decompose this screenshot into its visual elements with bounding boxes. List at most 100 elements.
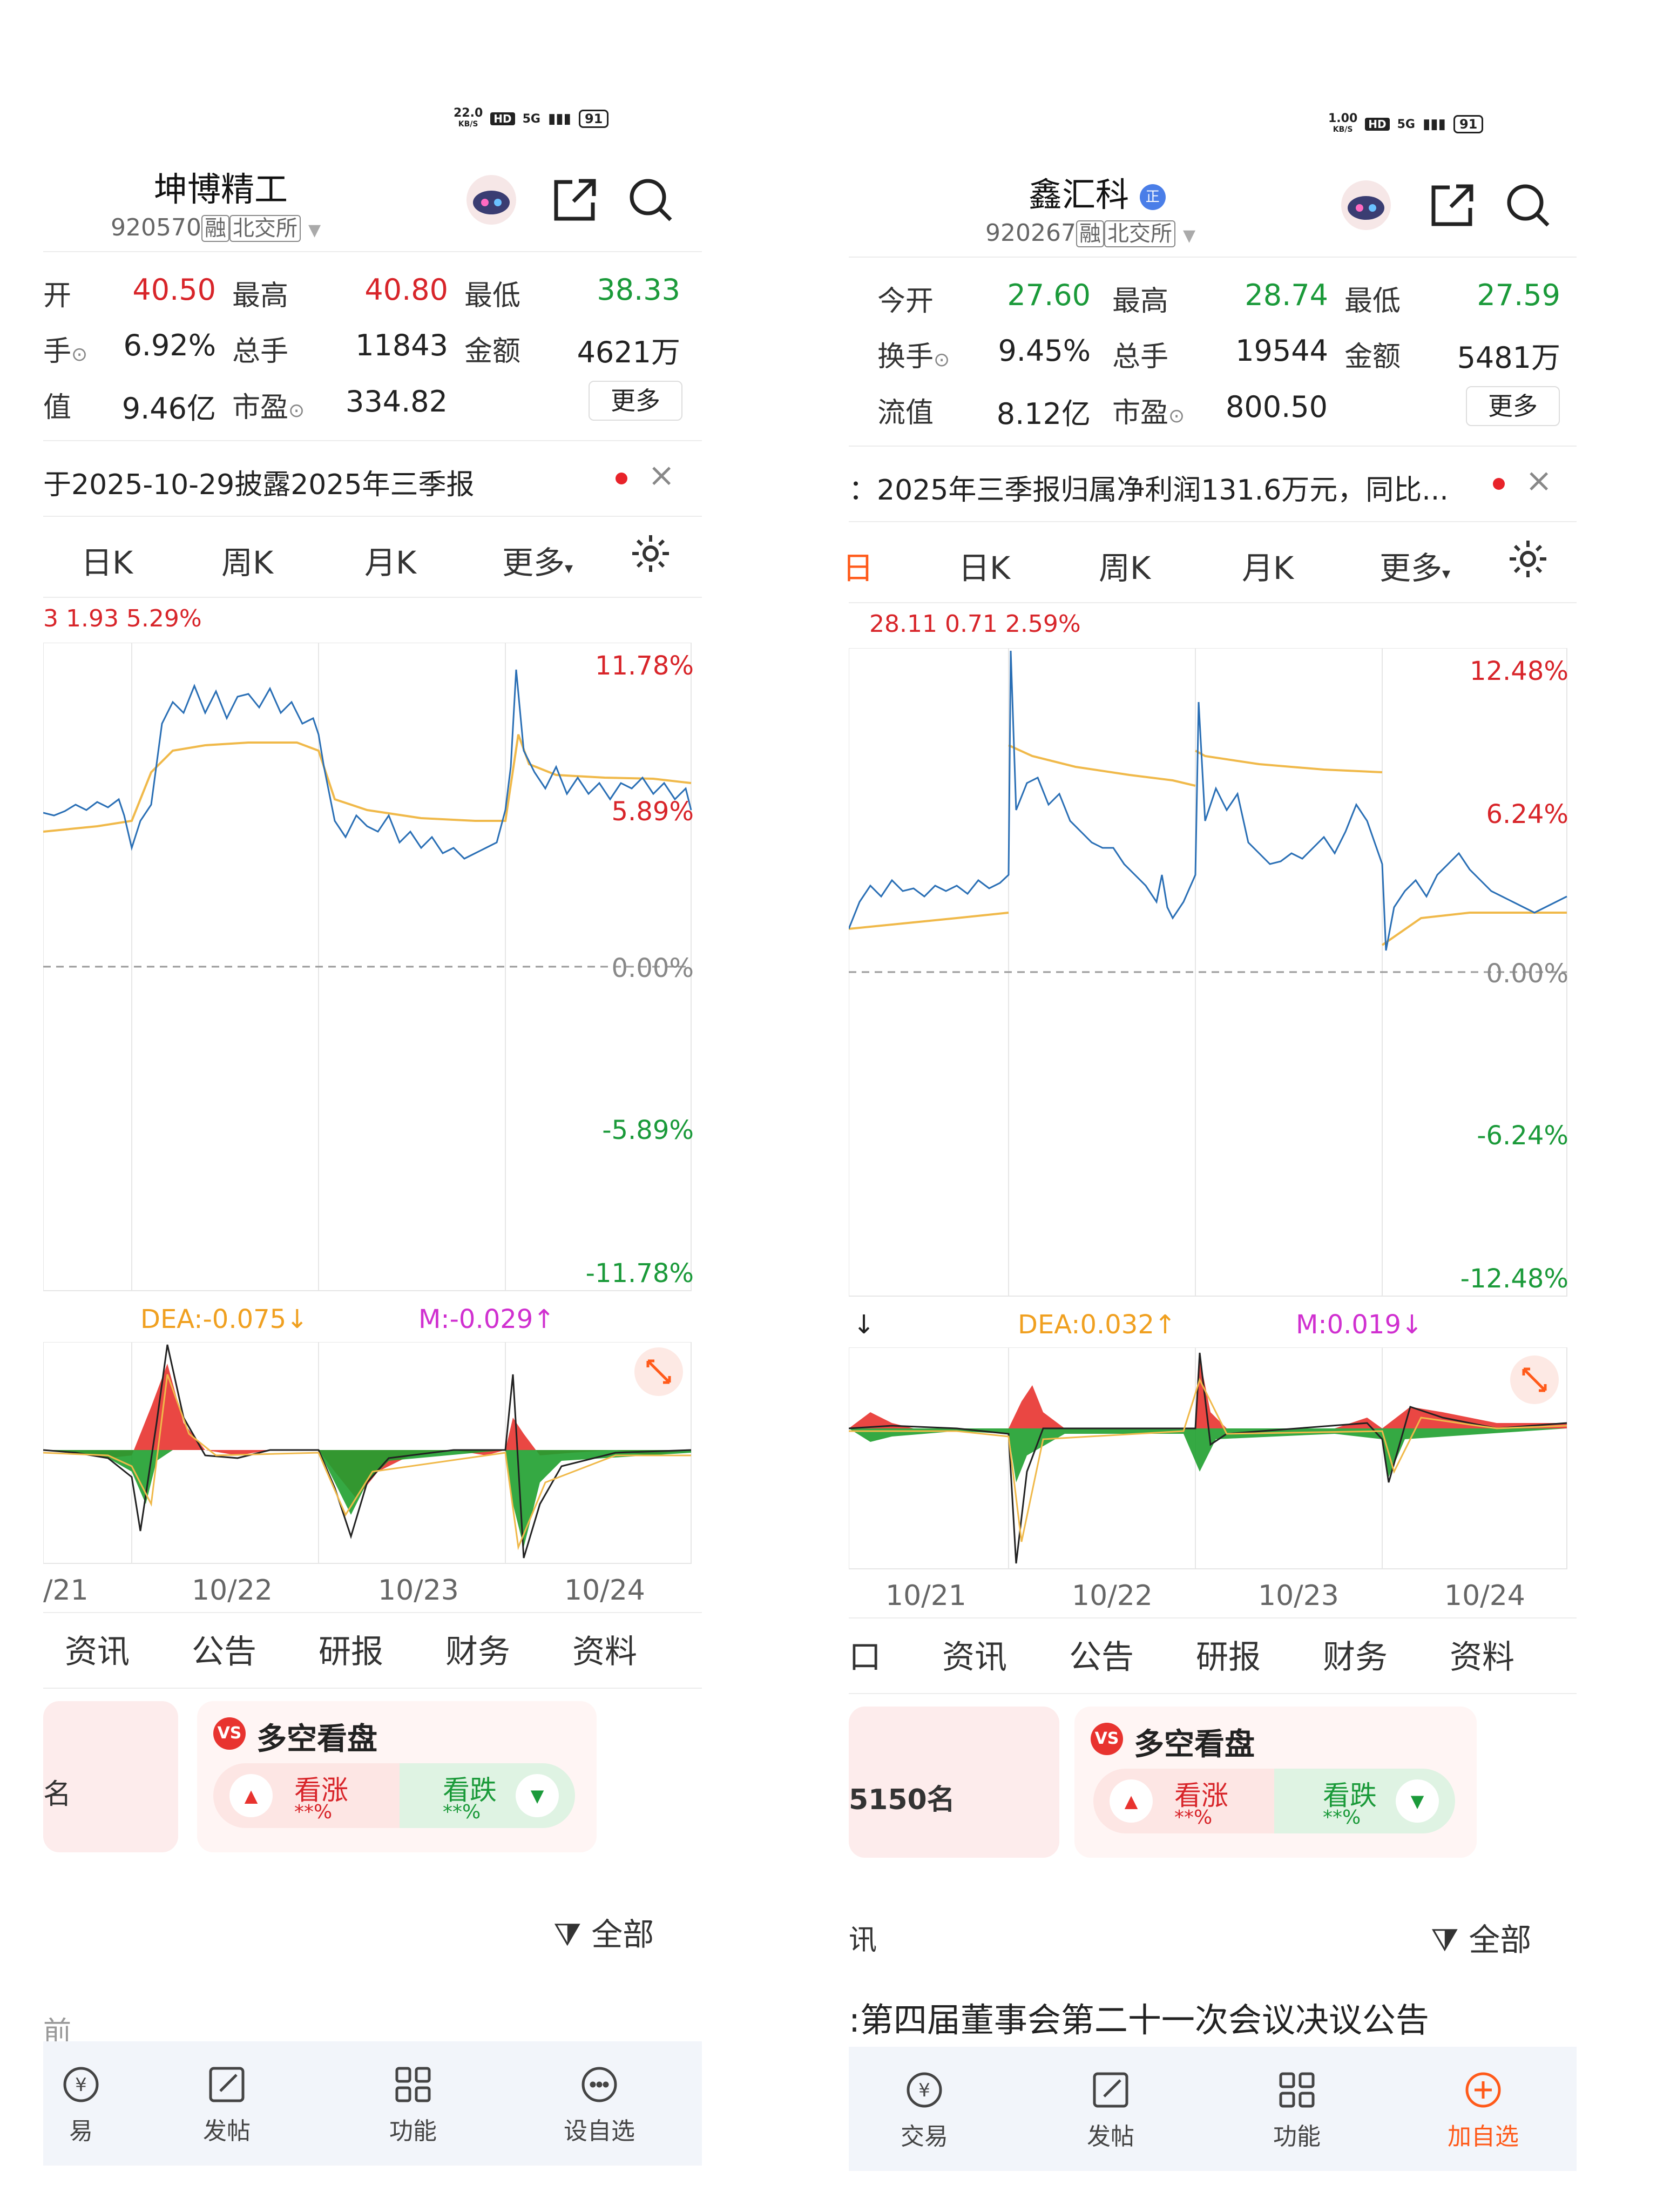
- volume-value: 19544: [1235, 334, 1328, 368]
- function-button[interactable]: 功能: [1238, 2068, 1356, 2152]
- tab-news[interactable]: 资讯: [942, 1638, 1007, 1676]
- info-icon[interactable]: ⊙: [1168, 405, 1185, 427]
- share-icon[interactable]: [551, 176, 605, 230]
- tab-finance[interactable]: 财务: [445, 1633, 510, 1671]
- tab-announcements[interactable]: 公告: [1069, 1638, 1134, 1676]
- low-label: 最低: [1344, 285, 1401, 318]
- notice-text[interactable]: ：2025年三季报归属净利润131.6万元，同比...: [849, 474, 1449, 507]
- stock-code-line: 920267 融北交所 ▼: [985, 216, 1195, 247]
- amount-label: 金额: [464, 335, 521, 368]
- tab-more[interactable]: 更多▾: [502, 544, 573, 581]
- macd-dea: DEA:-0.075↓: [140, 1304, 308, 1334]
- add-watchlist-button[interactable]: 加自选: [1424, 2068, 1543, 2152]
- robot-avatar-icon[interactable]: [464, 173, 518, 227]
- duokong-card[interactable]: VS 多空看盘 ▲ 看涨 **% 看跌 **% ▼: [1074, 1707, 1477, 1858]
- bullish-pct: **%: [294, 1801, 333, 1823]
- tab-research[interactable]: 研报: [319, 1633, 383, 1671]
- bullish-button[interactable]: ▲ 看涨 **%: [1093, 1769, 1274, 1833]
- tab-research[interactable]: 研报: [1196, 1638, 1261, 1676]
- mktcap-label: 流值: [877, 397, 934, 429]
- tab-day-k[interactable]: 日K: [958, 550, 1011, 586]
- tab-announcements[interactable]: 公告: [192, 1633, 256, 1671]
- post-button[interactable]: 发帖: [1051, 2068, 1170, 2152]
- pct-upper: 6.24%: [1486, 799, 1568, 830]
- settings-gear-icon[interactable]: [629, 532, 683, 586]
- tab-more[interactable]: 更多▾: [1380, 550, 1451, 586]
- share-icon[interactable]: [1428, 181, 1482, 235]
- up-arrow-icon: ▲: [1110, 1779, 1153, 1823]
- tab-intraday[interactable]: 日: [842, 550, 874, 586]
- tab-week-k[interactable]: 周K: [1099, 550, 1151, 586]
- bearish-button[interactable]: 看跌 **% ▼: [1274, 1769, 1455, 1833]
- bullish-pct: **%: [1174, 1806, 1213, 1829]
- close-icon[interactable]: ×: [648, 456, 675, 494]
- macd-dea: DEA:0.032↑: [1018, 1310, 1176, 1340]
- tab-month-k[interactable]: 月K: [364, 544, 417, 581]
- search-icon[interactable]: [626, 176, 680, 230]
- function-button[interactable]: 功能: [354, 2063, 472, 2146]
- price-summary: 28.11 0.71 2.59%: [869, 610, 1081, 638]
- settings-gear-icon[interactable]: [1506, 537, 1560, 591]
- chevron-down-icon[interactable]: ▼: [308, 221, 321, 240]
- svg-text:¥: ¥: [75, 2074, 87, 2096]
- notice-text[interactable]: 于2025-10-29披露2025年三季报: [43, 469, 475, 501]
- pe-value: 800.50: [1226, 390, 1328, 424]
- trade-button[interactable]: ¥ 交易: [865, 2068, 984, 2152]
- filter-icon: ⧩: [553, 1916, 581, 1953]
- close-icon[interactable]: ×: [1525, 462, 1553, 500]
- vs-icon: VS: [1091, 1723, 1123, 1755]
- tab-partial[interactable]: 口: [849, 1638, 881, 1676]
- tab-finance[interactable]: 财务: [1323, 1638, 1388, 1676]
- robot-avatar-icon[interactable]: [1339, 178, 1393, 232]
- trade-button[interactable]: ¥ 易: [22, 2063, 140, 2146]
- duokong-title: 多空看盘: [256, 1722, 377, 1757]
- tab-profile[interactable]: 资料: [572, 1633, 637, 1671]
- tab-month-k[interactable]: 月K: [1242, 550, 1294, 586]
- more-quote-button[interactable]: 更多: [589, 381, 682, 421]
- high-label: 最高: [232, 280, 289, 312]
- info-icon[interactable]: ⊙: [934, 349, 950, 371]
- post-button[interactable]: 发帖: [167, 2063, 286, 2146]
- low-value: 38.33: [597, 273, 680, 307]
- duokong-card[interactable]: VS 多空看盘 ▲ 看涨 **% 看跌 **% ▼: [197, 1701, 597, 1852]
- turnover-label: 手⊙: [43, 335, 88, 368]
- tab-news[interactable]: 资讯: [65, 1633, 130, 1671]
- left-status-bar: 22.0 KB/S HD 5G ▮▮▮ 91: [454, 103, 648, 135]
- rank-text: 5150名: [849, 1784, 955, 1816]
- stock-code: 920267: [985, 219, 1076, 247]
- bullish-button[interactable]: ▲ 看涨 **%: [213, 1763, 400, 1828]
- signal-bars-icon: ▮▮▮: [548, 111, 571, 127]
- pct-bottom: -11.78%: [585, 1258, 694, 1289]
- intraday-chart[interactable]: [43, 643, 697, 1296]
- macd-chart[interactable]: [849, 1347, 1572, 1574]
- news-item[interactable]: :第四届董事会第二十一次会议决议公告: [849, 2000, 1429, 2040]
- filter-button[interactable]: ⧩ 全部: [553, 1916, 654, 1953]
- intraday-chart[interactable]: [849, 648, 1572, 1301]
- bullish-label: 看涨: [294, 1775, 348, 1806]
- tab-day-k[interactable]: 日K: [81, 544, 133, 581]
- set-watchlist-button[interactable]: 设自选: [540, 2063, 659, 2146]
- price-summary: 3 1.93 5.29%: [43, 605, 202, 632]
- stock-code-line: 920570 融北交所 ▼: [111, 211, 321, 242]
- info-icon[interactable]: ⊙: [71, 343, 88, 366]
- search-icon[interactable]: [1504, 181, 1558, 235]
- open-label: 今开: [877, 285, 934, 318]
- filter-button[interactable]: ⧩ 全部: [1431, 1921, 1532, 1958]
- amount-label: 金额: [1344, 341, 1401, 373]
- more-quote-button[interactable]: 更多: [1466, 386, 1560, 426]
- duokong-title: 多空看盘: [1134, 1727, 1255, 1762]
- volume-value: 11843: [355, 328, 448, 362]
- up-arrow-icon: ▲: [229, 1774, 273, 1817]
- bearish-button[interactable]: 看跌 **% ▼: [400, 1763, 575, 1828]
- tab-profile[interactable]: 资料: [1450, 1638, 1514, 1676]
- macd-chart[interactable]: [43, 1342, 697, 1569]
- mktcap-label: 值: [43, 392, 72, 424]
- chevron-down-icon[interactable]: ▼: [1182, 226, 1196, 245]
- tab-week-k[interactable]: 周K: [221, 544, 274, 581]
- macd-m: M:0.019↓: [1296, 1310, 1423, 1340]
- rank-text: 名: [43, 1778, 72, 1811]
- promo-banner-bg: [849, 1707, 1059, 1858]
- date-3: 10/23: [378, 1574, 459, 1607]
- filter-icon: ⧩: [1431, 1921, 1459, 1958]
- info-icon[interactable]: ⊙: [288, 400, 305, 422]
